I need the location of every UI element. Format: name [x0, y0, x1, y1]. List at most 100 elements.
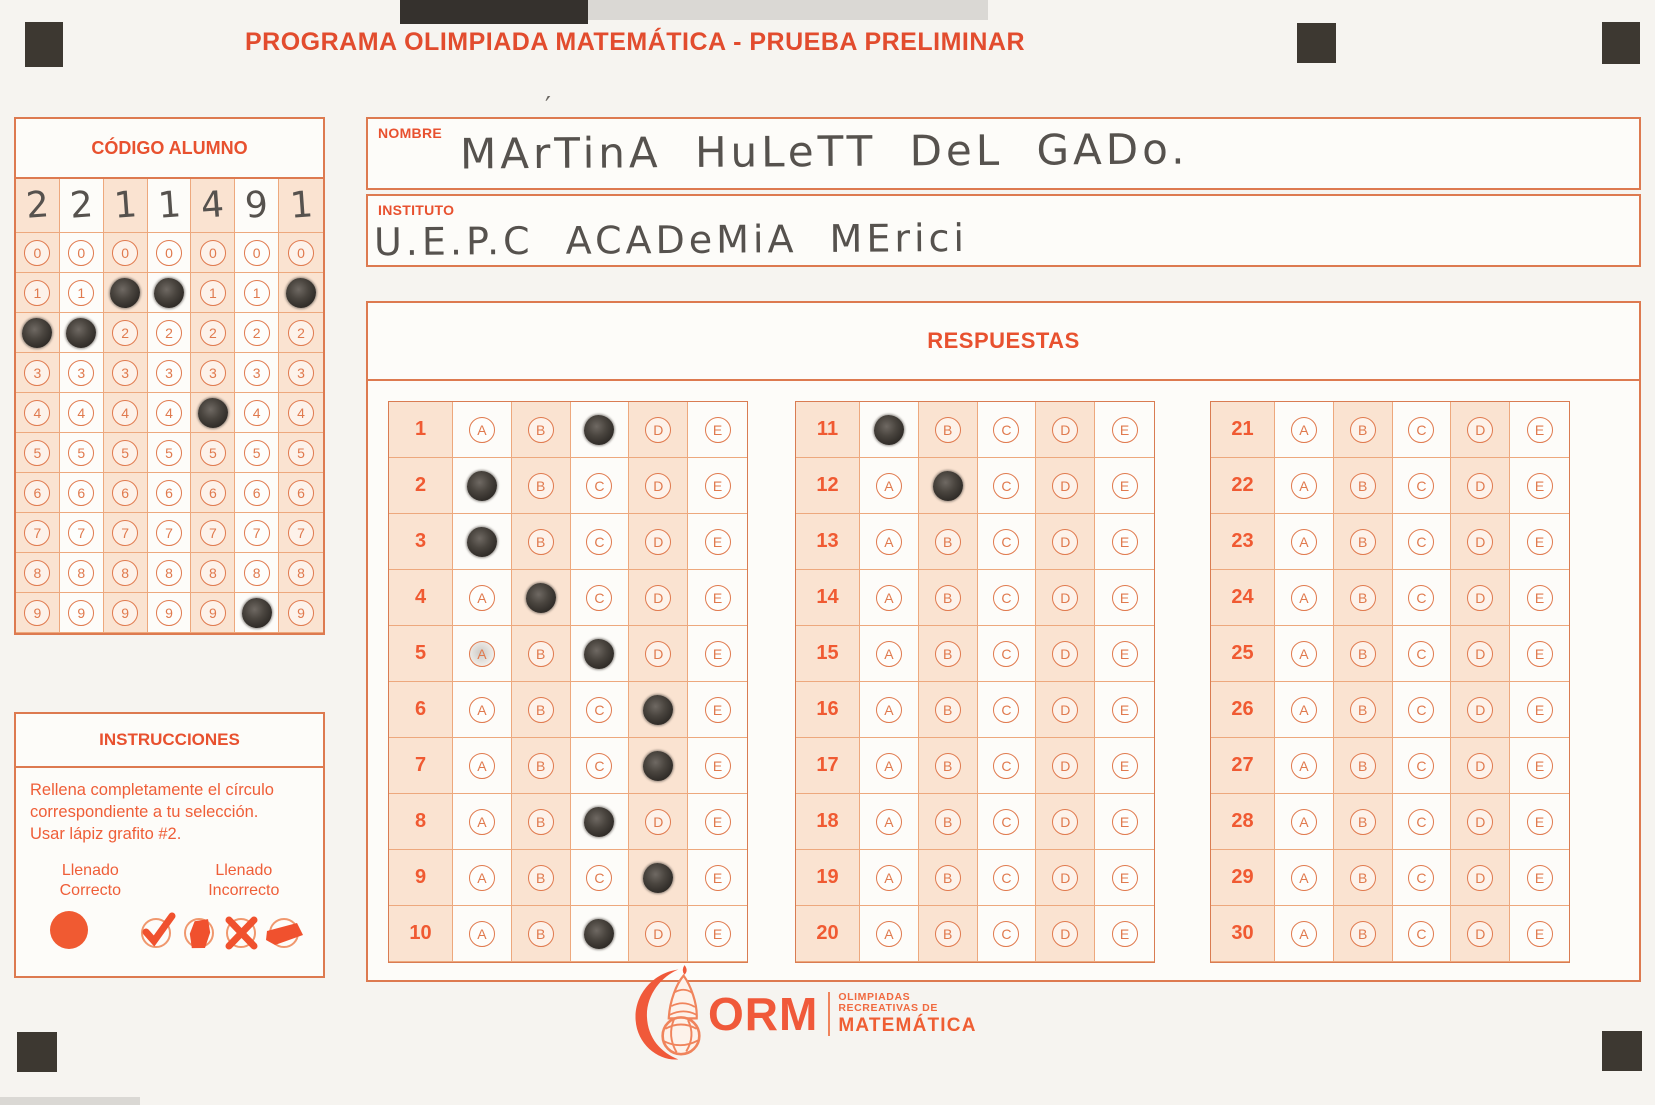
answer-bubble-q27-E[interactable]: E: [1510, 738, 1569, 794]
answer-bubble-q24-C[interactable]: C: [1392, 570, 1452, 626]
answer-bubble-q14-E[interactable]: E: [1095, 570, 1154, 626]
codigo-bubble-col7-7[interactable]: 7: [279, 513, 323, 553]
answer-bubble-q12-B[interactable]: [918, 458, 978, 514]
answer-bubble-q20-B[interactable]: B: [918, 906, 978, 962]
answer-bubble-q6-D[interactable]: [629, 682, 689, 738]
codigo-bubble-col3-2[interactable]: 2: [103, 313, 148, 353]
nombre-field[interactable]: NOMBRE MArTinA HuLeTT DeL GADo.: [366, 117, 1641, 190]
codigo-bubble-col5-8[interactable]: 8: [191, 553, 236, 593]
answer-bubble-q11-E[interactable]: E: [1095, 402, 1154, 458]
answer-bubble-q19-B[interactable]: B: [918, 850, 978, 906]
answer-bubble-q13-D[interactable]: D: [1036, 514, 1096, 570]
answer-bubble-q15-D[interactable]: D: [1036, 626, 1096, 682]
answer-bubble-q2-B[interactable]: B: [511, 458, 571, 514]
codigo-bubble-col5-1[interactable]: 1: [191, 273, 236, 313]
codigo-bubble-col7-3[interactable]: 3: [279, 353, 323, 393]
answer-bubble-q27-A[interactable]: A: [1275, 738, 1334, 794]
answer-bubble-q13-C[interactable]: C: [977, 514, 1037, 570]
answer-bubble-q5-E[interactable]: E: [688, 626, 747, 682]
codigo-bubble-col4-2[interactable]: 2: [147, 313, 192, 353]
answer-bubble-q30-A[interactable]: A: [1275, 906, 1334, 962]
answer-bubble-q9-A[interactable]: A: [453, 850, 512, 906]
answer-bubble-q17-B[interactable]: B: [918, 738, 978, 794]
answer-bubble-q1-B[interactable]: B: [511, 402, 571, 458]
codigo-bubble-col4-9[interactable]: 9: [147, 593, 192, 633]
answer-bubble-q18-C[interactable]: C: [977, 794, 1037, 850]
codigo-bubble-col6-7[interactable]: 7: [235, 513, 280, 553]
codigo-bubble-col5-3[interactable]: 3: [191, 353, 236, 393]
answer-bubble-q15-A[interactable]: A: [860, 626, 919, 682]
answer-bubble-q20-E[interactable]: E: [1095, 906, 1154, 962]
codigo-bubble-col5-5[interactable]: 5: [191, 433, 236, 473]
answer-bubble-q17-D[interactable]: D: [1036, 738, 1096, 794]
answer-bubble-q12-A[interactable]: A: [860, 458, 919, 514]
codigo-bubble-col2-1[interactable]: 1: [59, 273, 104, 313]
codigo-bubble-col5-4[interactable]: [191, 393, 236, 433]
codigo-bubble-col1-4[interactable]: 4: [16, 393, 60, 433]
answer-bubble-q30-B[interactable]: B: [1333, 906, 1393, 962]
answer-bubble-q21-D[interactable]: D: [1451, 402, 1511, 458]
answer-bubble-q2-A[interactable]: [453, 458, 512, 514]
codigo-bubble-col6-3[interactable]: 3: [235, 353, 280, 393]
answer-bubble-q29-A[interactable]: A: [1275, 850, 1334, 906]
answer-bubble-q23-E[interactable]: E: [1510, 514, 1569, 570]
answer-bubble-q23-D[interactable]: D: [1451, 514, 1511, 570]
answer-bubble-q19-E[interactable]: E: [1095, 850, 1154, 906]
answer-bubble-q30-C[interactable]: C: [1392, 906, 1452, 962]
codigo-bubble-col7-6[interactable]: 6: [279, 473, 323, 513]
codigo-bubble-col6-0[interactable]: 0: [235, 233, 280, 273]
answer-bubble-q23-B[interactable]: B: [1333, 514, 1393, 570]
codigo-bubble-col3-9[interactable]: 9: [103, 593, 148, 633]
answer-bubble-q29-B[interactable]: B: [1333, 850, 1393, 906]
answer-bubble-q28-A[interactable]: A: [1275, 794, 1334, 850]
answer-bubble-q4-C[interactable]: C: [570, 570, 630, 626]
answer-bubble-q18-A[interactable]: A: [860, 794, 919, 850]
answer-bubble-q15-E[interactable]: E: [1095, 626, 1154, 682]
answer-bubble-q28-E[interactable]: E: [1510, 794, 1569, 850]
answer-bubble-q18-B[interactable]: B: [918, 794, 978, 850]
answer-bubble-q2-D[interactable]: D: [629, 458, 689, 514]
answer-bubble-q2-C[interactable]: C: [570, 458, 630, 514]
answer-bubble-q5-A[interactable]: A: [453, 626, 512, 682]
codigo-bubble-col6-2[interactable]: 2: [235, 313, 280, 353]
answer-bubble-q5-C[interactable]: [570, 626, 630, 682]
answer-bubble-q3-E[interactable]: E: [688, 514, 747, 570]
answer-bubble-q21-B[interactable]: B: [1333, 402, 1393, 458]
codigo-bubble-col3-1[interactable]: [103, 273, 148, 313]
answer-bubble-q1-C[interactable]: [570, 402, 630, 458]
codigo-bubble-col7-2[interactable]: 2: [279, 313, 323, 353]
answer-bubble-q22-A[interactable]: A: [1275, 458, 1334, 514]
answer-bubble-q10-B[interactable]: B: [511, 906, 571, 962]
codigo-bubble-col6-9[interactable]: [235, 593, 280, 633]
codigo-bubble-col2-0[interactable]: 0: [59, 233, 104, 273]
answer-bubble-q16-D[interactable]: D: [1036, 682, 1096, 738]
codigo-bubble-col6-5[interactable]: 5: [235, 433, 280, 473]
codigo-bubble-col3-0[interactable]: 0: [103, 233, 148, 273]
codigo-bubble-col3-5[interactable]: 5: [103, 433, 148, 473]
codigo-bubble-col5-0[interactable]: 0: [191, 233, 236, 273]
answer-bubble-q10-D[interactable]: D: [629, 906, 689, 962]
answer-bubble-q5-B[interactable]: B: [511, 626, 571, 682]
answer-bubble-q27-D[interactable]: D: [1451, 738, 1511, 794]
answer-bubble-q12-C[interactable]: C: [977, 458, 1037, 514]
answer-bubble-q8-A[interactable]: A: [453, 794, 512, 850]
answer-bubble-q8-C[interactable]: [570, 794, 630, 850]
answer-bubble-q23-C[interactable]: C: [1392, 514, 1452, 570]
answer-bubble-q20-D[interactable]: D: [1036, 906, 1096, 962]
answer-bubble-q4-D[interactable]: D: [629, 570, 689, 626]
answer-bubble-q21-A[interactable]: A: [1275, 402, 1334, 458]
answer-bubble-q26-A[interactable]: A: [1275, 682, 1334, 738]
codigo-bubble-col3-6[interactable]: 6: [103, 473, 148, 513]
answer-bubble-q14-B[interactable]: B: [918, 570, 978, 626]
answer-bubble-q3-C[interactable]: C: [570, 514, 630, 570]
answer-bubble-q12-D[interactable]: D: [1036, 458, 1096, 514]
answer-bubble-q11-B[interactable]: B: [918, 402, 978, 458]
codigo-bubble-col1-2[interactable]: [16, 313, 60, 353]
answer-bubble-q15-C[interactable]: C: [977, 626, 1037, 682]
codigo-bubble-col1-1[interactable]: 1: [16, 273, 60, 313]
codigo-bubble-col3-8[interactable]: 8: [103, 553, 148, 593]
answer-bubble-q24-B[interactable]: B: [1333, 570, 1393, 626]
answer-bubble-q2-E[interactable]: E: [688, 458, 747, 514]
answer-bubble-q25-B[interactable]: B: [1333, 626, 1393, 682]
answer-bubble-q25-D[interactable]: D: [1451, 626, 1511, 682]
